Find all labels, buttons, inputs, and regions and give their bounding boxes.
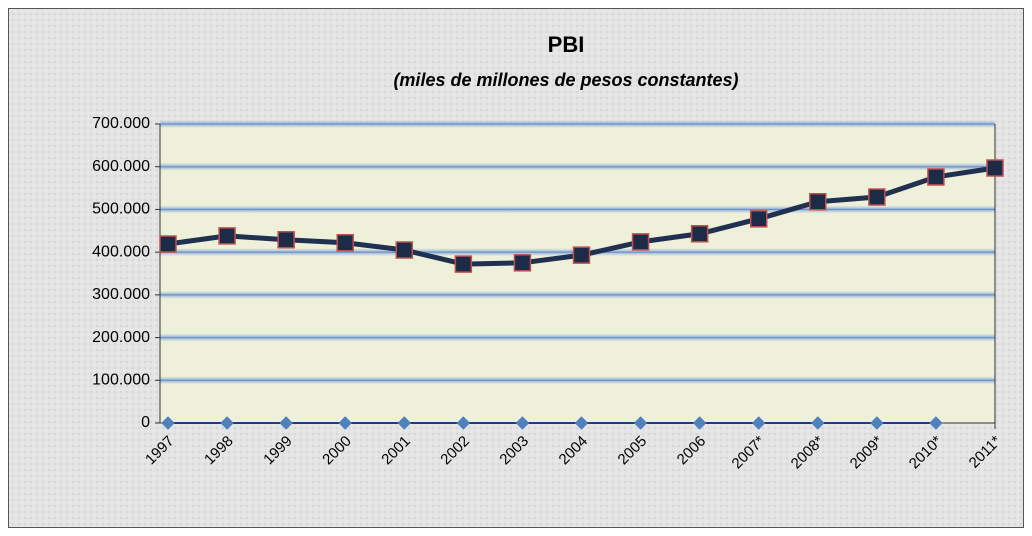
data-point <box>513 254 532 272</box>
data-point <box>929 416 943 430</box>
data-point <box>809 192 827 211</box>
data-point <box>633 416 648 430</box>
data-point <box>159 235 177 253</box>
data-point <box>870 416 884 430</box>
data-point <box>574 416 589 430</box>
data-point <box>454 255 473 273</box>
y-tick-label: 300.000 <box>92 286 150 303</box>
y-tick-label: 500.000 <box>92 201 150 218</box>
chart-title: PBI <box>548 32 585 57</box>
data-point <box>456 416 471 430</box>
data-point <box>220 416 234 430</box>
data-point <box>749 210 768 228</box>
y-tick-label: 200.000 <box>92 329 150 346</box>
chart-subtitle: (miles de millones de pesos constantes) <box>393 70 738 90</box>
data-point <box>690 225 709 243</box>
data-point <box>338 416 352 430</box>
y-tick-label: 700.000 <box>92 115 150 132</box>
data-point <box>218 227 236 245</box>
y-tick-label: 100.000 <box>92 372 150 389</box>
data-point <box>515 416 530 430</box>
data-point <box>336 233 354 252</box>
data-point <box>397 416 411 430</box>
data-point <box>631 233 650 251</box>
data-point <box>811 416 825 430</box>
y-tick-label: 600.000 <box>92 158 150 175</box>
data-point <box>752 416 766 430</box>
data-point <box>279 416 293 430</box>
y-tick-label: 0 <box>141 414 150 431</box>
plot-area <box>160 124 995 423</box>
data-point <box>986 159 1004 177</box>
data-point <box>395 241 414 259</box>
y-tick-label: 400.000 <box>92 243 150 260</box>
data-point <box>161 416 175 430</box>
data-point <box>927 168 945 186</box>
data-point <box>868 188 886 206</box>
data-point <box>692 416 707 430</box>
data-point <box>572 246 591 264</box>
data-point <box>277 231 295 249</box>
